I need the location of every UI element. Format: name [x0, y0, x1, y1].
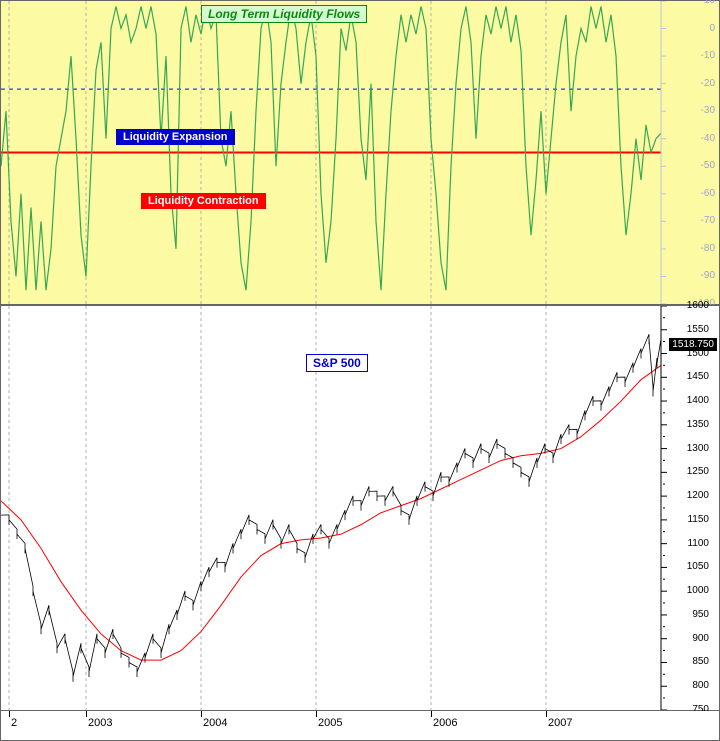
sp500-y-tick: 950	[692, 609, 709, 620]
sp500-y-tick: 1350	[687, 419, 709, 430]
sp500-y-tick: 1600	[687, 300, 709, 311]
sp500-y-tick: 1050	[687, 561, 709, 572]
liquidity-expansion-label: Liquidity Expansion	[116, 129, 235, 145]
sp500-y-tick: 800	[692, 680, 709, 691]
x-tick-label: 2003	[88, 717, 112, 729]
x-tick-label: 2005	[318, 717, 342, 729]
sp500-title: S&P 500	[306, 354, 368, 372]
sp500-y-tick: 1550	[687, 324, 709, 335]
x-tick-label: 2006	[433, 717, 457, 729]
liquidity-y-tick: 10	[704, 0, 715, 6]
liquidity-chart-svg	[1, 1, 719, 304]
liquidity-title: Long Term Liquidity Flows	[201, 5, 367, 23]
x-axis: 2 2003 2004 2005 2006 2007	[0, 711, 720, 741]
x-tick-label: 2	[11, 717, 17, 729]
sp500-y-tick: 1300	[687, 443, 709, 454]
liquidity-panel: Long Term Liquidity Flows Liquidity Expa…	[0, 0, 720, 305]
x-tick-label: 2007	[548, 717, 572, 729]
sp500-y-tick: 900	[692, 633, 709, 644]
liquidity-y-tick: 0	[709, 23, 715, 34]
sp500-y-tick: 1500	[687, 348, 709, 359]
liquidity-y-tick: -10	[701, 50, 715, 61]
liquidity-y-tick: -60	[701, 188, 715, 199]
x-tick-label: 2004	[203, 717, 227, 729]
sp500-panel: S&P 500 1518.750 16001550150014501400135…	[0, 305, 720, 711]
sp500-y-tick: 1150	[687, 514, 709, 525]
liquidity-y-tick: -20	[701, 78, 715, 89]
liquidity-y-tick: -30	[701, 105, 715, 116]
liquidity-y-tick: -70	[701, 215, 715, 226]
liquidity-y-tick: -50	[701, 160, 715, 171]
sp500-y-tick: 1200	[687, 490, 709, 501]
sp500-y-tick: 1100	[687, 538, 709, 549]
liquidity-y-tick: -90	[701, 270, 715, 281]
sp500-y-tick: 1400	[687, 395, 709, 406]
sp500-y-tick: 1000	[687, 585, 709, 596]
liquidity-y-tick: -40	[701, 133, 715, 144]
sp500-y-tick: 1250	[687, 466, 709, 477]
sp500-y-tick: 1450	[687, 371, 709, 382]
liquidity-y-tick: -80	[701, 243, 715, 254]
sp500-y-tick: 850	[692, 656, 709, 667]
liquidity-contraction-label: Liquidity Contraction	[141, 193, 266, 209]
